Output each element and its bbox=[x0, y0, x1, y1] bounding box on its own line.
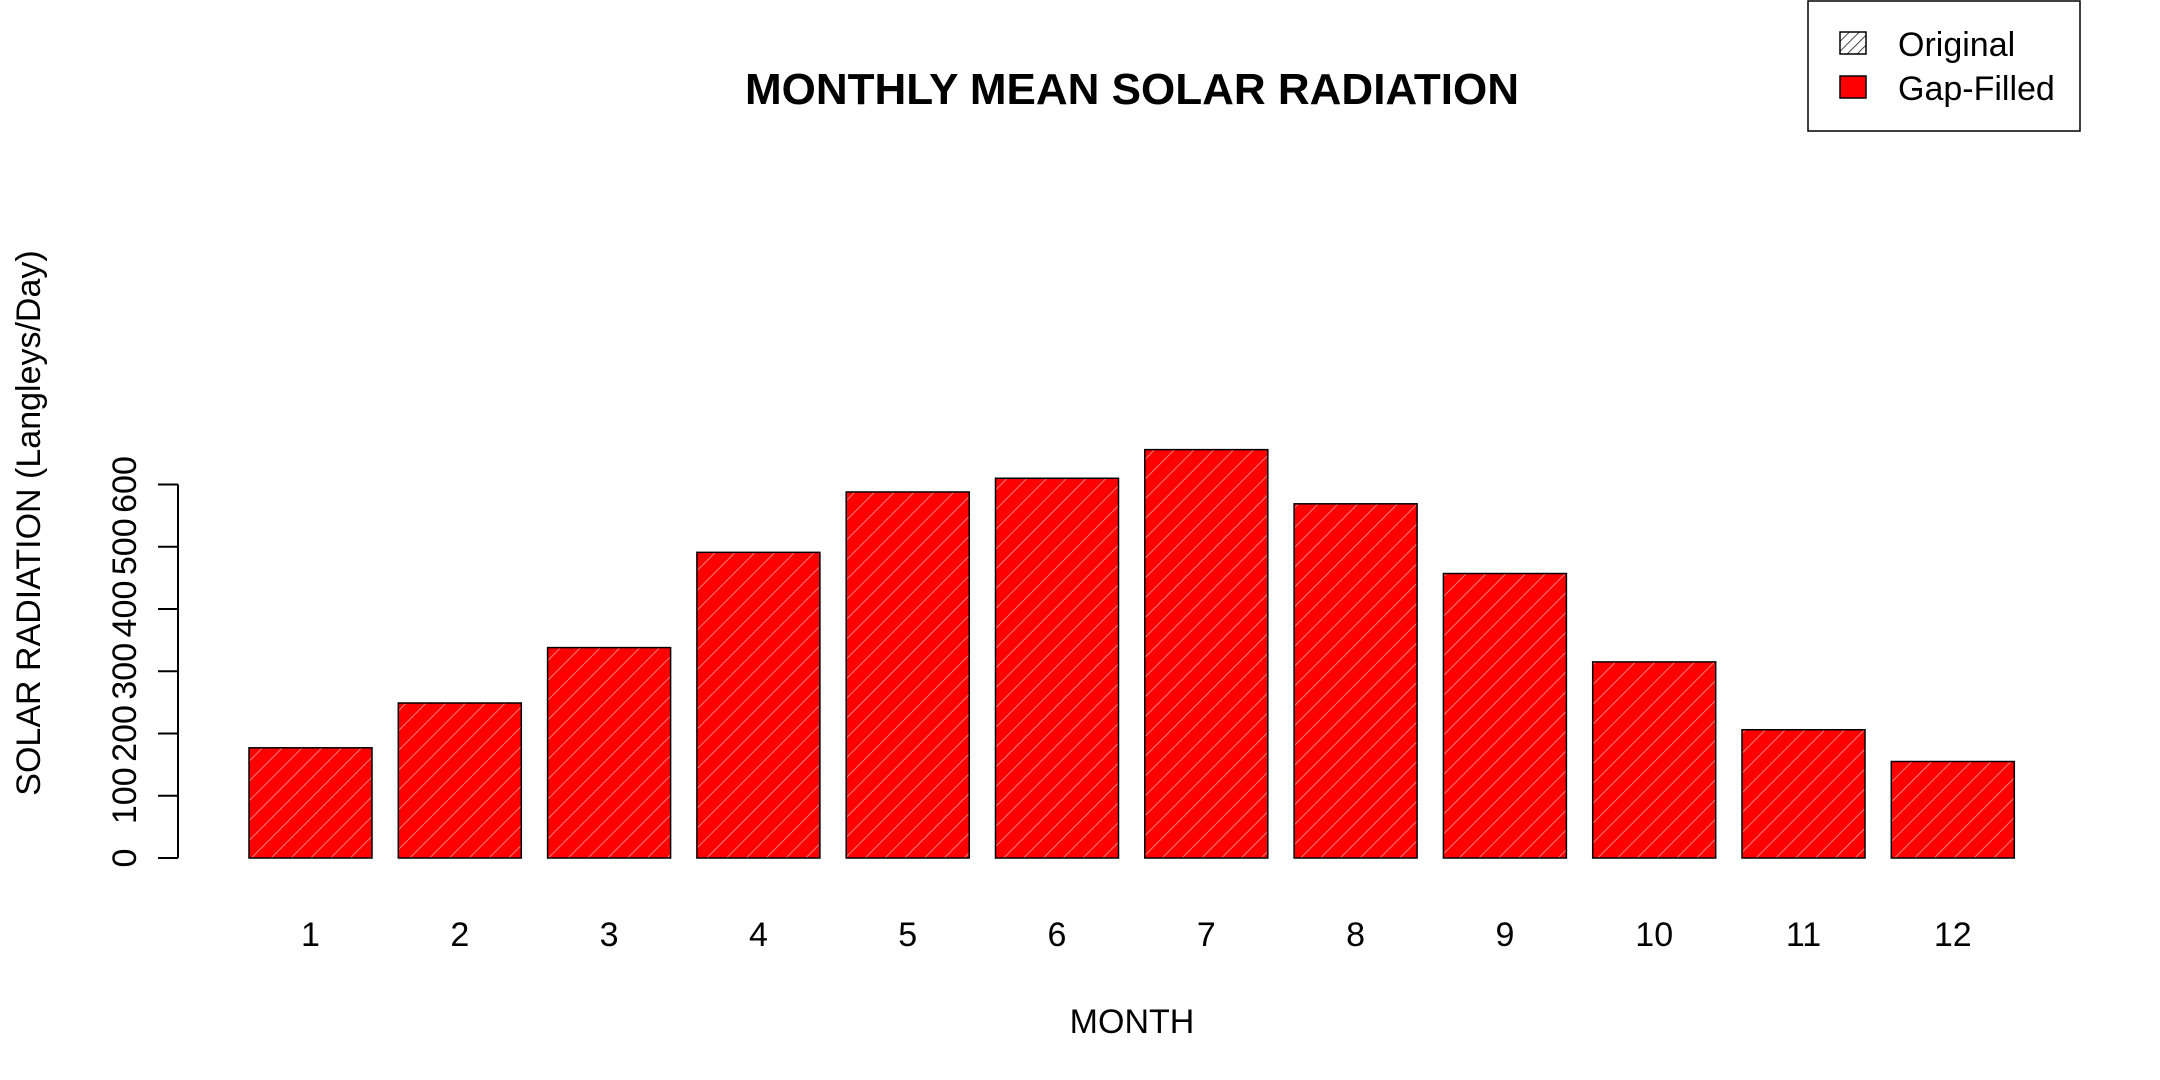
bar-hatch-overlay bbox=[845, 491, 970, 859]
y-tick-label: 0 bbox=[106, 849, 144, 868]
legend-swatch-gap-filled bbox=[1839, 75, 1867, 99]
bar-month-3 bbox=[546, 646, 672, 859]
y-tick-label: 300 bbox=[106, 643, 144, 700]
bar-month-5 bbox=[845, 491, 970, 859]
x-tick-label: 12 bbox=[1934, 916, 1972, 954]
x-tick-label: 8 bbox=[1346, 916, 1365, 954]
y-axis-label: SOLAR RADIATION (Langleys/Day) bbox=[10, 250, 48, 795]
bar-hatch-overlay bbox=[1442, 572, 1568, 859]
y-tick-label: 600 bbox=[106, 456, 144, 513]
bar-month-10 bbox=[1591, 661, 1717, 859]
bar-hatch-overlay bbox=[1890, 760, 2016, 859]
y-tick-label: 100 bbox=[106, 767, 144, 824]
bar-month-4 bbox=[696, 551, 821, 859]
bar-hatch-overlay bbox=[1293, 503, 1418, 859]
x-tick-label: 10 bbox=[1635, 916, 1673, 954]
x-tick-label: 11 bbox=[1786, 916, 1821, 954]
bar-hatch-overlay bbox=[546, 646, 672, 859]
bar-hatch-overlay bbox=[1144, 448, 1269, 859]
bar-hatch-overlay bbox=[1741, 729, 1866, 859]
bar-month-2 bbox=[397, 702, 523, 859]
x-tick-label: 7 bbox=[1197, 916, 1216, 954]
bar-month-12 bbox=[1890, 760, 2016, 859]
bar-hatch-overlay bbox=[1591, 661, 1717, 859]
legend-box bbox=[1807, 0, 2081, 132]
legend-label-original: Original bbox=[1898, 26, 2015, 64]
x-tick-label: 3 bbox=[600, 916, 619, 954]
bar-month-6 bbox=[994, 477, 1120, 859]
x-tick-label: 2 bbox=[450, 916, 469, 954]
bar-month-7 bbox=[1144, 448, 1269, 859]
bar-month-9 bbox=[1442, 572, 1568, 859]
x-tick-label: 4 bbox=[749, 916, 768, 954]
bar-month-1 bbox=[248, 747, 373, 859]
y-tick-label: 200 bbox=[106, 705, 144, 762]
legend-label-gap-filled: Gap-Filled bbox=[1898, 70, 2055, 108]
bar-month-8 bbox=[1293, 503, 1418, 859]
x-tick-label: 9 bbox=[1495, 916, 1514, 954]
bar-hatch-overlay bbox=[397, 702, 523, 859]
x-axis-label: MONTH bbox=[1070, 1003, 1195, 1041]
bar-hatch-overlay bbox=[696, 551, 821, 859]
x-tick-label: 1 bbox=[301, 916, 320, 954]
bar-month-11 bbox=[1741, 729, 1866, 859]
x-tick-label: 6 bbox=[1048, 916, 1067, 954]
x-tick-label: 5 bbox=[898, 916, 917, 954]
y-tick-label: 400 bbox=[106, 581, 144, 638]
y-tick-label: 500 bbox=[106, 518, 144, 575]
bar-hatch-overlay bbox=[994, 477, 1120, 859]
bar-hatch-overlay bbox=[248, 747, 373, 859]
chart-title: MONTHLY MEAN SOLAR RADIATION bbox=[745, 65, 1519, 114]
legend: Original Gap-Filled bbox=[1807, 0, 2081, 132]
legend-swatch-original bbox=[1839, 31, 1867, 55]
